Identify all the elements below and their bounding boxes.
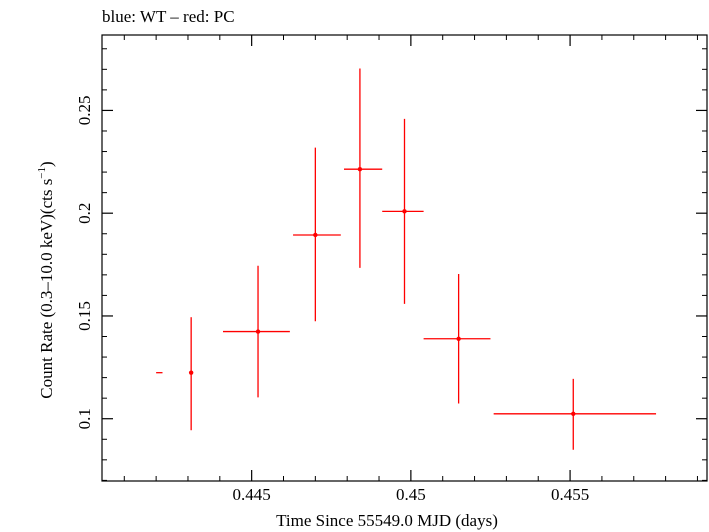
x-tick-label: 0.45	[396, 485, 426, 504]
data-point	[313, 232, 318, 238]
y-axis-label: Count Rate (0.3–10.0 keV)(cts s−1)	[36, 161, 56, 398]
data-point-group	[156, 317, 194, 431]
data-point	[402, 209, 407, 214]
y-axis-label-end: )	[37, 161, 56, 167]
data-point	[571, 411, 576, 416]
data-point	[357, 167, 363, 172]
plot-frame	[101, 34, 708, 482]
data-point-group	[293, 147, 341, 322]
data-point	[456, 336, 461, 341]
y-tick-label: 0.2	[75, 203, 94, 224]
data-series	[156, 68, 657, 450]
x-tick-label: 0.445	[233, 485, 271, 504]
y-tick-label: 0.25	[75, 96, 94, 126]
x-axis-label: Time Since 55549.0 MJD (days)	[276, 511, 498, 530]
data-point-group	[493, 378, 657, 450]
y-axis-label-main: Count Rate (0.3–10.0 keV)(cts s	[37, 179, 56, 399]
y-tick-label: 0.15	[75, 301, 94, 331]
data-point-group	[382, 118, 424, 304]
data-point	[255, 329, 261, 334]
data-point	[188, 370, 194, 375]
y-axis-label-exponent: −1	[36, 167, 48, 179]
x-axis-ticks: 0.445 0.45 0.455	[123, 35, 698, 504]
data-point-group	[223, 265, 290, 398]
data-point-group	[423, 274, 491, 404]
x-tick-label: 0.455	[551, 485, 589, 504]
chart-title: blue: WT – red: PC	[102, 7, 235, 26]
y-axis-ticks: 0.1 0.15 0.2 0.25	[75, 48, 707, 481]
y-tick-label: 0.1	[75, 408, 94, 429]
data-point-group	[344, 68, 383, 268]
